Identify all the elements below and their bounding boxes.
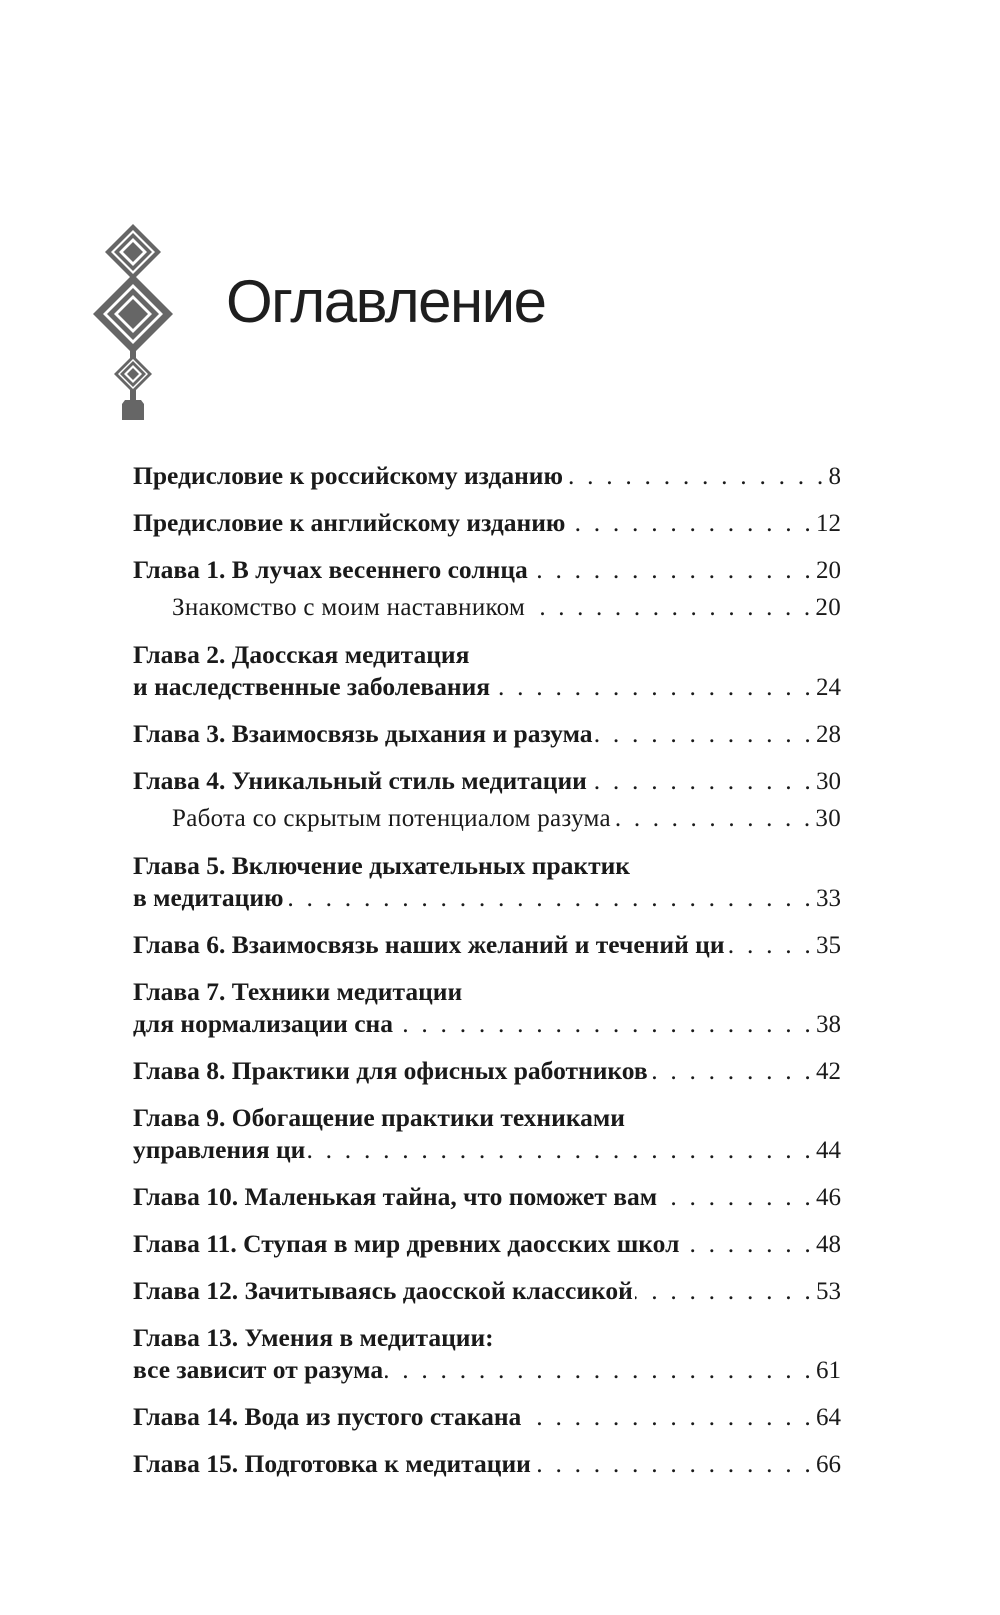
- page-number: 35: [816, 932, 841, 959]
- dot-leader: . . . . . . . . . . . . . . . . . . . . …: [594, 719, 814, 748]
- toc-entry[interactable]: Глава 5. Включение дыхательных практик в …: [133, 850, 841, 914]
- entry-title: все зависит от разума: [133, 1355, 384, 1384]
- toc-entry[interactable]: Предисловие к английскому изданию. . . .…: [133, 507, 841, 539]
- page-number: 38: [816, 1011, 841, 1038]
- entry-title: Глава 6. Взаимосвязь наших желаний и теч…: [133, 930, 725, 959]
- page-number: 20: [816, 557, 841, 584]
- page-number: 8: [828, 463, 842, 490]
- entry-title: Глава 12. Зачитываясь даосской классикой: [133, 1276, 633, 1305]
- page-number: 12: [816, 510, 841, 537]
- page-number: 30: [815, 805, 841, 832]
- entry-title: Глава 2. Даосская медитация: [133, 640, 470, 669]
- toc-entry[interactable]: Глава 9. Обогащение практики техниками уп…: [133, 1102, 841, 1166]
- page-number: 46: [816, 1184, 841, 1211]
- toc-entry[interactable]: Глава 6. Взаимосвязь наших желаний и теч…: [133, 929, 841, 961]
- entry-title: для нормализации сна: [133, 1009, 393, 1038]
- toc-subentry[interactable]: Знакомство с моим наставником. . . . . .…: [133, 592, 841, 624]
- toc-entry[interactable]: Глава 15. Подготовка к медитации. . . . …: [133, 1448, 841, 1480]
- dot-leader: . . . . . . . . . . . . . . . . . . . . …: [681, 1229, 814, 1258]
- dot-leader: . . . . . . . . . . . . . . . . . . . . …: [307, 1135, 814, 1164]
- toc-entry[interactable]: Глава 2. Даосская медитация и наследствен…: [133, 639, 841, 703]
- toc-entry[interactable]: Глава 10. Маленькая тайна, что поможет в…: [133, 1181, 841, 1213]
- entry-title: Глава 8. Практики для офисных работников: [133, 1056, 648, 1085]
- entry-title: Глава 13. Умения в медитации:: [133, 1323, 494, 1352]
- dot-leader: . . . . . . . . . . . . . . . . . . . . …: [565, 461, 827, 490]
- page-number: 30: [816, 768, 841, 795]
- dot-leader: . . . . . . . . . . . . . . . . . . . . …: [492, 672, 814, 701]
- dot-leader: . . . . . . . . . . . . . . . . . . . . …: [635, 1276, 814, 1305]
- dot-leader: . . . . . . . . . . . . . . . . . . . . …: [527, 594, 814, 621]
- toc-entry[interactable]: Глава 3. Взаимосвязь дыхания и разума. .…: [133, 718, 841, 750]
- entry-title: в медитацию: [133, 883, 284, 912]
- dot-leader: . . . . . . . . . . . . . . . . . . . . …: [530, 555, 814, 584]
- dot-leader: . . . . . . . . . . . . . . . . . . . . …: [727, 930, 814, 959]
- dot-leader: . . . . . . . . . . . . . . . . . . . . …: [589, 766, 814, 795]
- dot-leader: . . . . . . . . . . . . . . . . . . . . …: [286, 883, 814, 912]
- page-number: 20: [815, 594, 841, 621]
- entry-title: Глава 5. Включение дыхательных практик: [133, 851, 631, 880]
- entry-title: Работа со скрытым потенциалом разума: [172, 805, 611, 832]
- entry-title: Предисловие к российскому изданию: [133, 461, 563, 490]
- toc-entry[interactable]: Глава 8. Практики для офисных работников…: [133, 1055, 841, 1087]
- page-number: 28: [816, 721, 841, 748]
- entry-title: Глава 14. Вода из пустого стакана: [133, 1402, 522, 1431]
- dot-leader: . . . . . . . . . . . . . . . . . . . . …: [659, 1182, 814, 1211]
- page-number: 48: [816, 1231, 841, 1258]
- page-number: 42: [816, 1058, 841, 1085]
- entry-title: Глава 10. Маленькая тайна, что поможет в…: [133, 1182, 658, 1211]
- entry-title: Предисловие к английскому изданию: [133, 508, 566, 537]
- entry-title: Глава 7. Техники медитации: [133, 977, 463, 1006]
- entry-title: и наследственные заболевания: [133, 672, 491, 701]
- entry-title: Знакомство с моим наставником: [172, 594, 526, 621]
- toc-subentry[interactable]: Работа со скрытым потенциалом разума. . …: [133, 803, 841, 835]
- dot-leader: . . . . . . . . . . . . . . . . . . . . …: [533, 1449, 814, 1478]
- toc-entry[interactable]: Глава 7. Техники медитации для нормализац…: [133, 976, 841, 1040]
- entry-title: Глава 4. Уникальный стиль медитации: [133, 766, 587, 795]
- page-number: 64: [816, 1404, 841, 1431]
- page-number: 33: [816, 885, 841, 912]
- table-of-contents: Предисловие к российскому изданию. . . .…: [133, 445, 841, 1480]
- dot-leader: . . . . . . . . . . . . . . . . . . . . …: [395, 1009, 814, 1038]
- dot-leader: . . . . . . . . . . . . . . . . . . . . …: [613, 805, 814, 832]
- toc-entry[interactable]: Глава 14. Вода из пустого стакана. . . .…: [133, 1401, 841, 1433]
- toc-entry[interactable]: Глава 11. Ступая в мир древних даосских …: [133, 1228, 841, 1260]
- toc-entry[interactable]: Глава 4. Уникальный стиль медитации. . .…: [133, 765, 841, 797]
- toc-entry[interactable]: Глава 12. Зачитываясь даосской классикой…: [133, 1275, 841, 1307]
- page-title: Оглавление: [226, 268, 547, 336]
- page-number: 24: [816, 674, 841, 701]
- entry-title: Глава 3. Взаимосвязь дыхания и разума: [133, 719, 593, 748]
- toc-entry[interactable]: Предисловие к российскому изданию. . . .…: [133, 460, 841, 492]
- entry-title: управления ци: [133, 1135, 306, 1164]
- page-number: 66: [816, 1451, 841, 1478]
- entry-title: Глава 15. Подготовка к медитации: [133, 1449, 531, 1478]
- toc-entry[interactable]: Глава 1. В лучах весеннего солнца. . . .…: [133, 554, 841, 586]
- page-number: 44: [816, 1137, 841, 1164]
- dot-leader: . . . . . . . . . . . . . . . . . . . . …: [523, 1402, 814, 1431]
- entry-title: Глава 11. Ступая в мир древних даосских …: [133, 1229, 680, 1258]
- page-number: 61: [816, 1357, 841, 1384]
- diamond-ornament-icon: [93, 224, 173, 420]
- entry-title: Глава 9. Обогащение практики техниками: [133, 1103, 625, 1132]
- toc-entry[interactable]: Глава 13. Умения в медитации: все зависит…: [133, 1322, 841, 1386]
- entry-title: Глава 1. В лучах весеннего солнца: [133, 555, 528, 584]
- page-number: 53: [816, 1278, 841, 1305]
- dot-leader: . . . . . . . . . . . . . . . . . . . . …: [650, 1056, 814, 1085]
- dot-leader: . . . . . . . . . . . . . . . . . . . . …: [567, 508, 814, 537]
- dot-leader: . . . . . . . . . . . . . . . . . . . . …: [385, 1355, 814, 1384]
